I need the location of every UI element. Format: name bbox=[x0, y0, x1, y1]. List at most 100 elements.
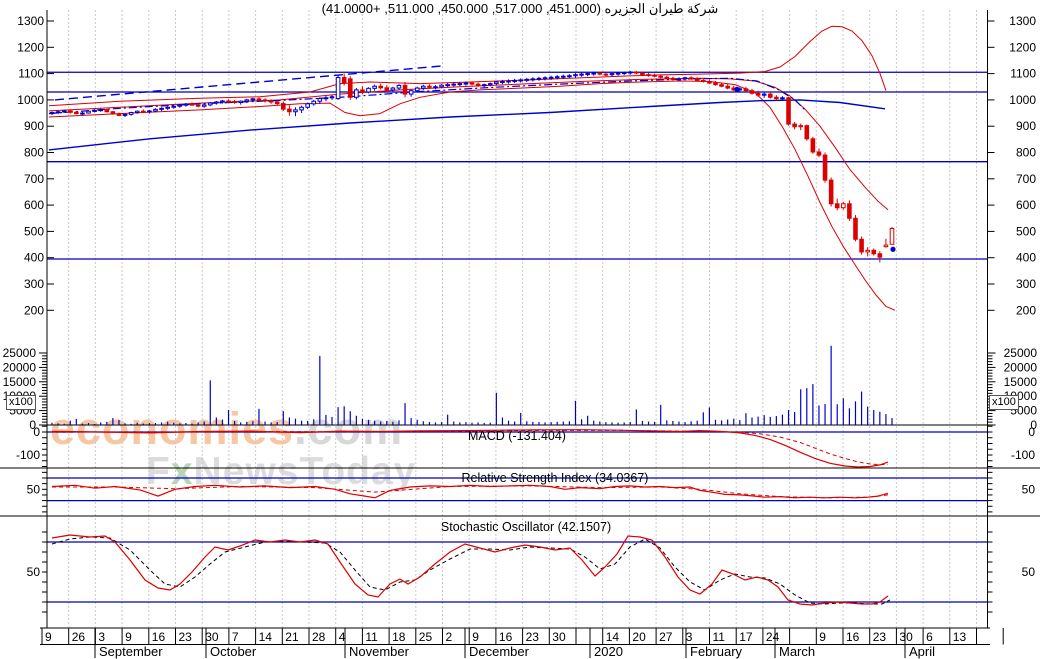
price-axis-label-left: 600 bbox=[24, 198, 44, 212]
x-tick-label: 9 bbox=[472, 630, 479, 644]
x-tick-label: 11 bbox=[713, 630, 726, 644]
volume-axis-label-right: 20000 bbox=[1004, 360, 1038, 374]
volume-axis-label-left: 15000 bbox=[3, 375, 37, 389]
x-tick-label: 25 bbox=[419, 630, 433, 644]
x-tick-label: 9 bbox=[45, 630, 52, 644]
panel-titles: MACD (-131.404) Relative Strength Index (… bbox=[441, 429, 649, 534]
chart-title: شركة طيران الجزيره (451.000, 517.000, 45… bbox=[321, 1, 719, 16]
x-tick-label: 23 bbox=[873, 630, 887, 644]
x-month-label: September bbox=[99, 644, 163, 659]
volume-layer bbox=[51, 345, 893, 425]
x-tick-label: 7 bbox=[232, 630, 239, 644]
price-axis-label-left: 400 bbox=[24, 251, 44, 265]
watermark-tagline-f: F bbox=[146, 450, 171, 493]
x-tick-label: 30 bbox=[552, 630, 566, 644]
watermark-tagline-x: x bbox=[170, 450, 194, 493]
price-axis-label-right: 700 bbox=[1016, 172, 1036, 186]
x-tick-label: 2 bbox=[446, 630, 453, 644]
x-tick-label: 16 bbox=[499, 630, 513, 644]
macd-axis-label-left: -100 bbox=[16, 448, 40, 462]
price-axis-label-right: 1000 bbox=[1009, 93, 1036, 107]
panel-separators bbox=[0, 424, 1040, 645]
stoch-panel-label: Stochastic Oscillator (42.1507) bbox=[441, 520, 611, 534]
stoch-axis-label-right: 50 bbox=[1022, 565, 1036, 579]
x-tick-label: 24 bbox=[766, 630, 780, 644]
price-axis-label-right: 500 bbox=[1016, 224, 1036, 238]
axes-layer: 1300 1300 1200 1200 1100 1100 1000 1000 900 900 80… bbox=[3, 10, 1038, 628]
x-tick-label: 21 bbox=[285, 630, 299, 644]
macd-axis-label-right: -100 bbox=[1011, 448, 1035, 462]
x-tick-label: 20 bbox=[632, 630, 646, 644]
price-axis-label-right: 200 bbox=[1016, 303, 1036, 317]
price-levels-layer bbox=[47, 71, 988, 260]
watermark-economies: economies.com bbox=[50, 403, 403, 455]
macd-axis-label-left: 0 bbox=[33, 425, 40, 439]
rsi-panel-label: Relative Strength Index (34.0367) bbox=[462, 471, 649, 485]
x-month-label: December bbox=[469, 644, 530, 659]
price-axis-label-right: 1100 bbox=[1010, 67, 1036, 81]
gridlines-layer bbox=[68, 10, 977, 627]
candles-layer bbox=[49, 70, 896, 263]
stochastic-panel bbox=[47, 534, 988, 606]
rsi-axis-label-left: 50 bbox=[27, 482, 41, 496]
watermark-brand: economies bbox=[50, 403, 295, 454]
x-tick-label: 14 bbox=[606, 630, 620, 644]
price-axis-label-left: 800 bbox=[24, 146, 44, 160]
x-tick-label: 6 bbox=[926, 630, 933, 644]
volume-axis-label-left: 0 bbox=[29, 418, 36, 432]
price-axis-label-right: 300 bbox=[1016, 277, 1036, 291]
watermark-brand-suffix: .com bbox=[294, 403, 404, 454]
volume-axis-label-right: 0 bbox=[1030, 418, 1037, 432]
price-axis-label-left: 1000 bbox=[17, 93, 44, 107]
price-axis-label-right: 1300 bbox=[1009, 14, 1036, 28]
x-tick-label: 28 bbox=[312, 630, 326, 644]
price-dot-marker bbox=[734, 86, 740, 92]
volume-multiplier-right: x100 bbox=[989, 395, 1019, 410]
x-tick-label: 27 bbox=[659, 630, 673, 644]
x-tick-label: 16 bbox=[152, 630, 166, 644]
x-month-label: April bbox=[909, 644, 935, 659]
price-dot-marker bbox=[890, 246, 896, 252]
x-tick-label: 23 bbox=[179, 630, 193, 644]
x-axis-layer: 9 26 3 9 16 23 30 7 14 21 28 4 11 18 25 2 9 16 23 30 14 20 27 3… bbox=[41, 628, 1004, 659]
price-axis-label-left: 1300 bbox=[17, 14, 44, 28]
price-axis-label-left: 900 bbox=[24, 119, 44, 133]
price-axis-label-right: 400 bbox=[1016, 251, 1036, 265]
macd-axis-label-right: 0 bbox=[1028, 425, 1035, 439]
x-tick-label: 11 bbox=[365, 630, 378, 644]
x-tick-label: 3 bbox=[686, 630, 693, 644]
price-axis-label-left: 1100 bbox=[18, 67, 44, 81]
x-tick-label: 30 bbox=[205, 630, 219, 644]
x-month-label: February bbox=[690, 644, 743, 659]
x-tick-label: 3 bbox=[98, 630, 105, 644]
x-tick-label: 13 bbox=[953, 630, 967, 644]
x-month-label: 2020 bbox=[594, 644, 623, 659]
price-axis-label-left: 200 bbox=[24, 303, 44, 317]
macd-panel-label: MACD (-131.404) bbox=[468, 429, 566, 443]
x-month-label: March bbox=[779, 644, 815, 659]
x-tick-label: 26 bbox=[72, 630, 86, 644]
price-axis-label-right: 900 bbox=[1016, 119, 1036, 133]
macd-panel bbox=[47, 429, 988, 468]
volume-multiplier-left: x100 bbox=[6, 395, 36, 410]
volume-axis-label-left: 25000 bbox=[3, 346, 37, 360]
price-axis-label-right: 800 bbox=[1016, 146, 1036, 160]
x-tick-label: 9 bbox=[819, 630, 826, 644]
price-axis-label-right: 1200 bbox=[1009, 40, 1036, 54]
price-axis-label-right: 600 bbox=[1016, 198, 1036, 212]
volume-axis-label-left: 20000 bbox=[3, 360, 37, 374]
x-tick-label: 14 bbox=[259, 630, 273, 644]
rsi-panel bbox=[47, 477, 988, 502]
price-axis-label-left: 700 bbox=[24, 172, 44, 186]
x-tick-label: 4 bbox=[339, 630, 346, 644]
overlays-layer bbox=[48, 25, 896, 311]
rsi-axis-label-right: 50 bbox=[1022, 482, 1036, 496]
volume-axis-label-right: 25000 bbox=[1004, 346, 1038, 360]
x-tick-label: 16 bbox=[846, 630, 860, 644]
price-axis-label-left: 500 bbox=[24, 224, 44, 238]
x-tick-label: 9 bbox=[125, 630, 132, 644]
price-axis-label-left: 1200 bbox=[17, 40, 44, 54]
price-axis-label-left: 300 bbox=[24, 277, 44, 291]
